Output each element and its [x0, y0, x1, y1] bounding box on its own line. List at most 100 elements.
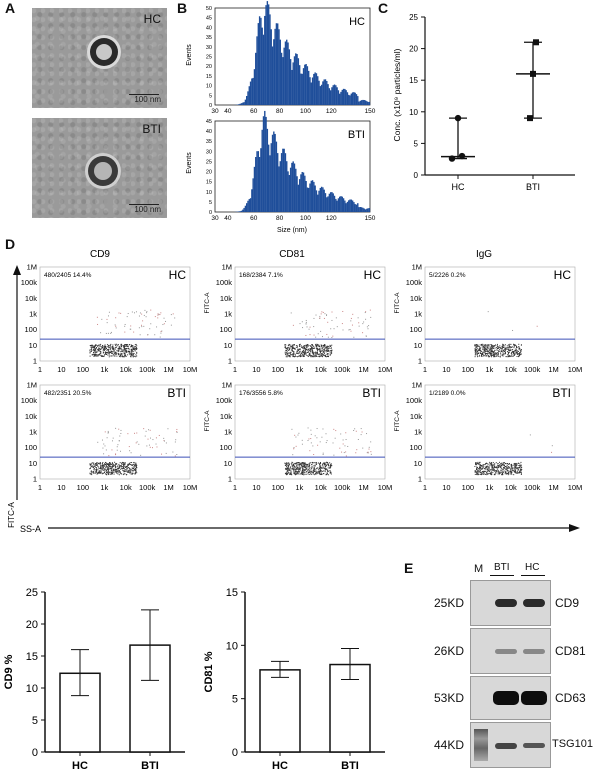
flow-dot	[124, 354, 126, 356]
flow-dot	[316, 471, 318, 473]
flow-dot	[512, 351, 514, 353]
hist-bar	[264, 110, 266, 212]
flow-dot	[476, 356, 478, 358]
flow-dot	[112, 464, 114, 466]
hist-bar	[239, 211, 241, 212]
flow-dot	[123, 346, 125, 348]
flow-dot	[126, 346, 128, 348]
flow-dot	[304, 345, 306, 347]
flow-dot	[98, 466, 100, 468]
flow-dot	[110, 347, 112, 349]
flow-dot	[119, 470, 121, 472]
hist-bar	[256, 36, 258, 105]
flow-xtick: 1	[423, 365, 427, 374]
flow-dot	[159, 314, 161, 316]
flow-dot	[90, 473, 92, 475]
flow-dot	[135, 469, 137, 471]
flow-dot	[479, 346, 481, 348]
flow-dot	[134, 468, 136, 470]
flow-dot	[512, 349, 514, 351]
flow-dot	[479, 347, 481, 349]
hist-bar	[362, 207, 364, 212]
flow-dot	[476, 473, 478, 475]
flow-dot	[500, 467, 502, 469]
flow-dot	[314, 473, 316, 475]
flow-dot	[479, 471, 481, 473]
flow-dot	[479, 467, 481, 469]
flow-dot	[512, 470, 514, 472]
flow-dot	[486, 465, 488, 467]
flow-dot	[301, 462, 303, 464]
flow-dot	[330, 350, 332, 352]
flow-dot	[109, 473, 111, 475]
flow-dot	[300, 465, 302, 467]
flow-dot	[123, 462, 125, 464]
flow-dot	[289, 473, 291, 475]
flow-dot	[129, 463, 131, 465]
flow-dot	[94, 472, 96, 474]
hist-bar	[302, 68, 305, 105]
hist-bar	[324, 193, 327, 212]
flow-dot	[299, 468, 301, 470]
flow-dot	[113, 348, 115, 350]
flow-dot	[110, 472, 112, 474]
flow-dot	[314, 355, 316, 357]
flow-dot	[370, 453, 372, 455]
flow-dot	[316, 351, 318, 353]
flow-dot	[105, 466, 107, 468]
flow-dot	[504, 473, 506, 475]
flow-dot	[366, 433, 368, 435]
flow-dot	[127, 345, 129, 347]
flow-dot	[115, 346, 117, 348]
flow-dot	[108, 469, 110, 471]
hist-bar	[248, 199, 250, 212]
flow-dot	[104, 470, 106, 472]
hist-ytick: 20	[206, 170, 212, 176]
flow-dot	[479, 463, 481, 465]
flow-dot	[288, 469, 290, 471]
flow-dot	[320, 470, 322, 472]
flow-dot	[98, 463, 100, 465]
flow-dot	[120, 356, 122, 358]
flow-dot	[477, 463, 479, 465]
flow-dot	[491, 464, 493, 466]
flow-dot	[499, 471, 501, 473]
hist-bar	[328, 193, 331, 212]
flow-dot	[507, 356, 509, 358]
flow-dot	[366, 452, 368, 454]
flow-dot	[134, 469, 136, 471]
flow-dot	[115, 467, 117, 469]
flow-dot	[487, 473, 489, 475]
hist-bar	[270, 143, 272, 212]
flow-xtick: 10	[57, 483, 65, 492]
flow-dot	[319, 463, 321, 465]
flow-dot	[503, 346, 505, 348]
flow-dot	[112, 466, 114, 468]
flow-dot	[129, 462, 131, 464]
flow-dot	[131, 472, 133, 474]
flow-dot	[325, 346, 327, 348]
flow-dot	[119, 346, 121, 348]
flow-dot	[508, 463, 510, 465]
flow-dot	[310, 355, 312, 357]
flow-dot	[490, 351, 492, 353]
flow-dot	[302, 467, 304, 469]
flow-dot	[318, 344, 320, 346]
flow-dot	[475, 354, 477, 356]
hist-bar	[279, 39, 281, 105]
flow-dot	[514, 344, 516, 346]
flow-dot	[302, 327, 304, 329]
flow-dot	[285, 467, 287, 469]
flow-dot	[345, 455, 347, 457]
flow-dot	[339, 447, 341, 449]
flow-dot	[496, 353, 498, 355]
flow-dot	[287, 353, 289, 355]
flow-dot	[298, 351, 300, 353]
flow-dot	[135, 465, 137, 467]
bar-ytick: 20	[26, 619, 38, 631]
hist-bar	[275, 141, 278, 212]
flow-dot	[322, 465, 324, 467]
flow-dot	[325, 464, 327, 466]
